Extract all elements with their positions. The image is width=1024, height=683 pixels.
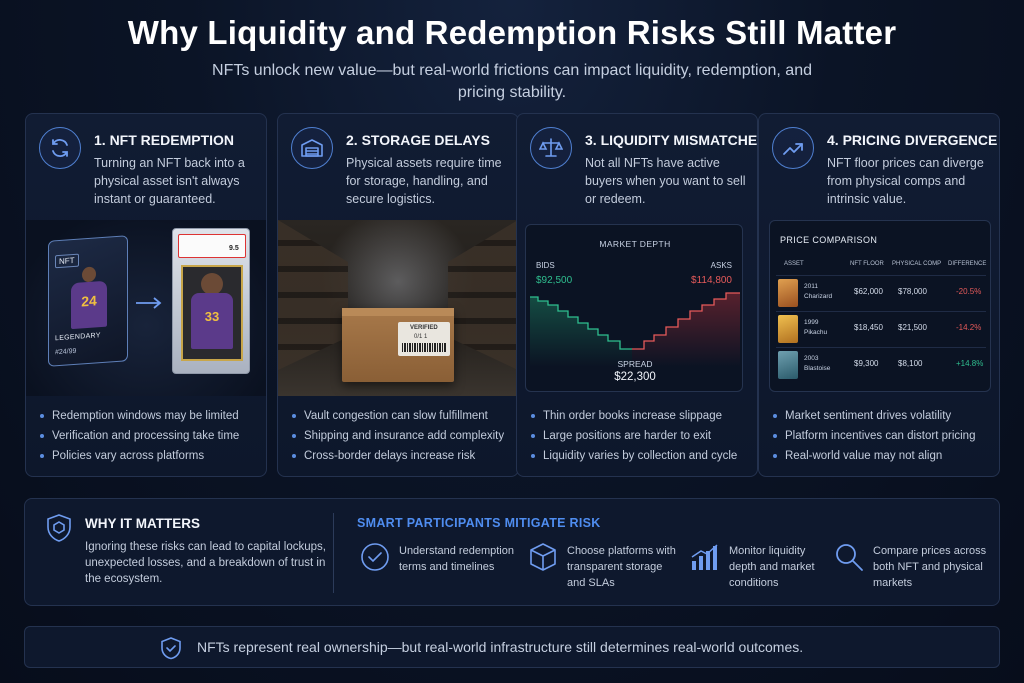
spread-value: $22,300 — [614, 371, 656, 383]
card-title: 3. LIQUIDITY MISMATCHES — [585, 132, 758, 148]
why-it-matters-panel: WHY IT MATTERS Ignoring these risks can … — [24, 498, 1000, 606]
mitigation-title: SMART PARTICIPANTS MITIGATE RISK — [357, 516, 601, 530]
card-nft-redemption: 1. NFT REDEMPTION Turning an NFT back in… — [25, 113, 267, 477]
edition-label: #24/99 — [55, 347, 77, 357]
trend-up-icon — [772, 127, 814, 169]
shield-check-icon — [159, 636, 183, 665]
card-title: 4. PRICING DIVERGENCE — [827, 132, 998, 148]
list-item: Large positions are harder to exit — [531, 426, 737, 446]
nft-tag: NFT — [55, 253, 79, 269]
depth-curve — [530, 292, 740, 367]
list-item: Thin order books increase slippage — [531, 406, 737, 426]
bar-chart-icon — [689, 541, 721, 573]
list-item: Market sentiment drives volatility — [773, 406, 975, 426]
graded-slab: 9.5 33 — [172, 228, 250, 374]
scales-icon — [530, 127, 572, 169]
legendary-label: LEGENDARY — [55, 332, 101, 343]
list-item: Cross-border delays increase risk — [292, 446, 504, 466]
table-row: 2011 Charizard $62,000 $78,000 -20.5% — [776, 275, 986, 309]
box-icon — [527, 541, 559, 573]
card-description: Not all NFTs have active buyers when you… — [585, 156, 746, 206]
card-description: NFT floor prices can diverge from physic… — [827, 156, 984, 206]
card-title: 1. NFT REDEMPTION — [94, 132, 235, 148]
nft-card: NFT 24 LEGENDARY #24/99 — [48, 235, 128, 367]
column-header: DIFFERENCE — [948, 261, 987, 267]
list-item: Policies vary across platforms — [40, 446, 239, 466]
asks-label: ASKS — [710, 261, 732, 270]
why-title: WHY IT MATTERS — [85, 516, 200, 531]
column-header: NFT FLOOR — [850, 261, 884, 267]
card-storage-delays: 2. STORAGE DELAYS Physical assets requir… — [277, 113, 519, 477]
asks-area — [632, 293, 740, 367]
card-bullets: Vault congestion can slow fulfillment Sh… — [292, 406, 504, 466]
card-bullets: Thin order books increase slippage Large… — [531, 406, 737, 466]
table-row: 1999 Pikachu $18,450 $21,500 -14.2% — [776, 311, 986, 345]
check-circle-icon — [359, 541, 391, 573]
footer-text: NFTs represent real ownership—but real-w… — [197, 639, 804, 655]
bids-value: $92,500 — [536, 275, 573, 286]
spread-label: SPREAD — [617, 359, 653, 369]
page-title: Why Liquidity and Redemption Risks Still… — [127, 14, 897, 51]
list-item: Real-world value may not align — [773, 446, 975, 466]
list-item: Platform incentives can distort pricing — [773, 426, 975, 446]
chart-title: MARKET DEPTH — [599, 239, 671, 249]
card-description: Turning an NFT back into a physical asse… — [94, 156, 245, 206]
card-bullets: Market sentiment drives volatility Platf… — [773, 406, 975, 466]
card-thumbnail — [778, 315, 798, 343]
warehouse-icon — [291, 127, 333, 169]
card-thumbnail — [778, 351, 798, 379]
page-subtitle: NFTs unlock new value—but real-world fri… — [212, 62, 812, 101]
card-pricing-divergence: 4. PRICING DIVERGENCE NFT floor prices c… — [758, 113, 1000, 477]
divider — [333, 513, 334, 593]
shield-icon — [45, 513, 73, 548]
list-item: Liquidity varies by collection and cycle — [531, 446, 737, 466]
bids-area — [530, 297, 632, 367]
market-depth-chart: MARKET DEPTH BIDS ASKS $92,500 $114,800 … — [517, 220, 757, 396]
arrow-right-icon — [134, 296, 164, 315]
card-bullets: Redemption windows may be limited Verifi… — [40, 406, 239, 466]
card-description: Physical assets require time for storage… — [346, 156, 502, 206]
list-item: Verification and processing take time — [40, 426, 239, 446]
table-row: 2003 Blastoise $9,300 $8,100 +14.8% — [776, 347, 986, 381]
asks-line — [632, 292, 740, 350]
list-item: Shipping and insurance add complexity — [292, 426, 504, 446]
list-item: Vault congestion can slow fulfillment — [292, 406, 504, 426]
card-liquidity-mismatches: 3. LIQUIDITY MISMATCHES Not all NFTs hav… — [516, 113, 758, 477]
table-title: PRICE COMPARISON — [780, 235, 878, 245]
player-figure: 24 — [69, 266, 109, 331]
redemption-visual: NFT 24 LEGENDARY #24/99 9.5 33 — [26, 220, 266, 396]
footer-banner: NFTs represent real ownership—but real-w… — [24, 626, 1000, 668]
warehouse-visual: VERIFIED 0/1 1 — [278, 220, 518, 396]
bids-label: BIDS — [536, 261, 555, 270]
card-title: 2. STORAGE DELAYS — [346, 132, 490, 148]
card-thumbnail — [778, 279, 798, 307]
refresh-icon — [39, 127, 81, 169]
bids-line — [530, 296, 632, 350]
column-header: ASSET — [784, 261, 804, 267]
why-text: Ignoring these risks can lead to capital… — [85, 541, 326, 585]
package-box: VERIFIED 0/1 1 — [342, 308, 454, 382]
shipping-label: VERIFIED 0/1 1 — [398, 322, 450, 356]
price-comparison-table: PRICE COMPARISON ASSET NFT FLOOR PHYSICA… — [759, 220, 999, 396]
column-header: PHYSICAL COMP — [892, 261, 942, 267]
list-item: Redemption windows may be limited — [40, 406, 239, 426]
magnifier-icon — [833, 541, 865, 573]
asks-value: $114,800 — [691, 275, 732, 286]
